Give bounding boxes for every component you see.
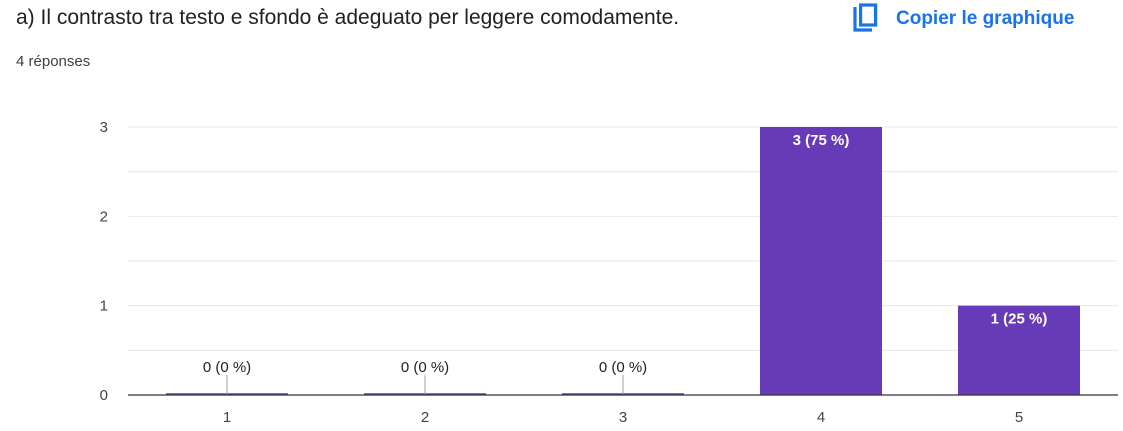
y-tick-label: 0 bbox=[100, 387, 108, 404]
response-count: 4 réponses bbox=[16, 53, 91, 70]
bar bbox=[760, 127, 882, 395]
labels: 0 1 2 3 0 (0 %) 1 0 (0 %) 2 0 (0 %) 3 3 (75 %) 4 1 (… bbox=[100, 119, 1048, 426]
question-title: a) Il contrasto tra testo e sfondo è ade… bbox=[16, 6, 680, 29]
copy-chart-label: Copier le graphique bbox=[896, 8, 1075, 29]
data-label: 0 (0 %) bbox=[203, 359, 251, 376]
data-label: 3 (75 %) bbox=[793, 132, 850, 149]
x-tick-label: 4 bbox=[817, 409, 825, 426]
copy-chart-button[interactable]: Copier le graphique bbox=[846, 2, 1080, 36]
y-tick-label: 3 bbox=[100, 119, 108, 136]
x-tick-label: 1 bbox=[223, 409, 231, 426]
copy-icon bbox=[853, 3, 878, 32]
y-tick-label: 1 bbox=[100, 298, 108, 315]
grid-lines bbox=[128, 126, 1118, 351]
data-label: 0 (0 %) bbox=[599, 359, 647, 376]
x-tick-label: 2 bbox=[421, 409, 429, 426]
bars bbox=[166, 127, 1080, 395]
x-tick-label: 5 bbox=[1015, 409, 1023, 426]
bar bbox=[958, 305, 1080, 395]
y-tick-label: 2 bbox=[100, 208, 108, 225]
data-label: 0 (0 %) bbox=[401, 359, 449, 376]
data-label: 1 (25 %) bbox=[991, 311, 1048, 328]
x-tick-label: 3 bbox=[619, 409, 627, 426]
